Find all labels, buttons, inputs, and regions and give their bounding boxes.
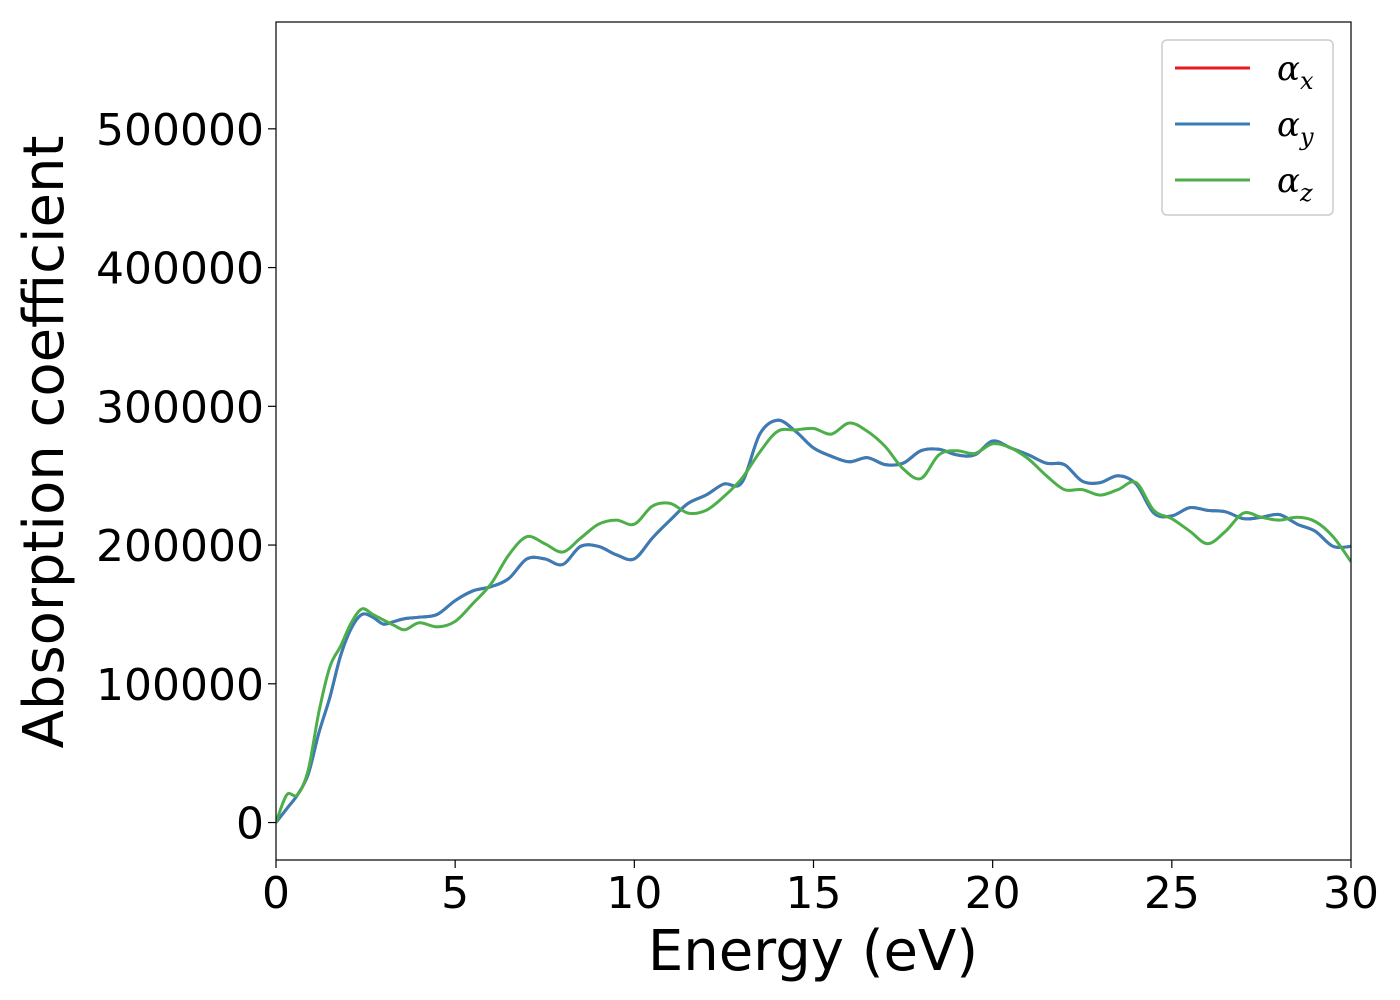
legend-label-y: αy: [1277, 105, 1314, 151]
x-tick-label: 15: [786, 868, 842, 919]
series-line-y: [276, 418, 1351, 824]
y-tick-label: 400000: [96, 244, 264, 295]
x-tick-label: 5: [441, 868, 469, 919]
y-axis-title: Absorption coefficient: [12, 136, 77, 749]
y-tick-label: 0: [236, 799, 264, 850]
legend-box: [1161, 39, 1334, 216]
x-axis-title: Energy (eV): [648, 919, 978, 984]
x-tick-label: 0: [262, 868, 290, 919]
series-line-z: [276, 421, 1351, 824]
y-tick-label: 200000: [96, 521, 264, 572]
legend-label-x: αx: [1277, 49, 1314, 95]
axes-layer: 0 5 10 15 20 25 30 0 100000 200000 300000 400000 500…: [96, 21, 1379, 919]
x-tick-label: 25: [1144, 868, 1200, 919]
y-tick-label: 500000: [96, 105, 264, 156]
legend: αx αy αz: [1161, 39, 1334, 216]
x-tick-label: 30: [1323, 868, 1379, 919]
y-tick-label: 100000: [96, 660, 264, 711]
y-tick-label: 300000: [96, 382, 264, 433]
series-layer: [276, 418, 1351, 824]
x-tick-label: 10: [606, 868, 662, 919]
legend-label-z: αz: [1277, 161, 1313, 207]
x-tick-label: 20: [965, 868, 1021, 919]
